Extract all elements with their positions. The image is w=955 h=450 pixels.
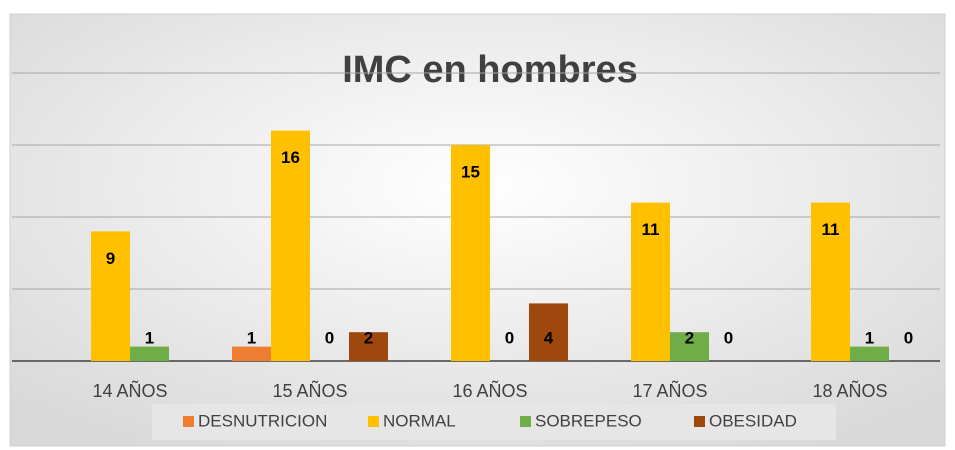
- x-tick-label: 18 AÑOS: [812, 380, 887, 401]
- bar: [349, 332, 388, 361]
- data-label: 0: [904, 328, 913, 347]
- bar: [232, 346, 271, 361]
- bar: [811, 202, 850, 361]
- legend-label: OBESIDAD: [709, 411, 797, 430]
- legend-swatch: [368, 416, 379, 427]
- data-label: 0: [505, 328, 514, 347]
- legend-swatch: [520, 416, 531, 427]
- data-label: 9: [106, 249, 115, 268]
- data-label: 1: [865, 328, 874, 347]
- bar: [130, 346, 169, 361]
- x-tick-label: 14 AÑOS: [92, 380, 167, 401]
- legend-swatch: [694, 416, 705, 427]
- x-tick-label: 17 AÑOS: [632, 380, 707, 401]
- data-label: 0: [724, 328, 733, 347]
- bar: [271, 130, 310, 361]
- chart-title: IMC en hombres: [342, 49, 638, 91]
- bar: [631, 202, 670, 361]
- data-label: 4: [544, 328, 554, 347]
- data-label: 0: [325, 328, 334, 347]
- data-label: 11: [822, 220, 840, 239]
- bar: [670, 332, 709, 361]
- data-label: 15: [461, 162, 480, 181]
- x-tick-label: 15 AÑOS: [272, 380, 347, 401]
- legend-label: NORMAL: [383, 411, 456, 430]
- bar: [451, 145, 490, 361]
- legend-label: SOBREPESO: [535, 411, 642, 430]
- bar: [91, 231, 130, 361]
- legend-box: [152, 404, 836, 440]
- bar: [850, 346, 889, 361]
- legend-swatch: [183, 416, 194, 427]
- legend-label: DESNUTRICION: [198, 411, 327, 430]
- data-label: 11: [642, 220, 660, 239]
- bar: [529, 303, 568, 361]
- data-label: 16: [281, 148, 300, 167]
- x-tick-label: 16 AÑOS: [452, 380, 527, 401]
- data-label: 1: [247, 328, 256, 347]
- data-label: 2: [685, 328, 694, 347]
- data-label: 2: [364, 328, 373, 347]
- data-label: 1: [145, 328, 154, 347]
